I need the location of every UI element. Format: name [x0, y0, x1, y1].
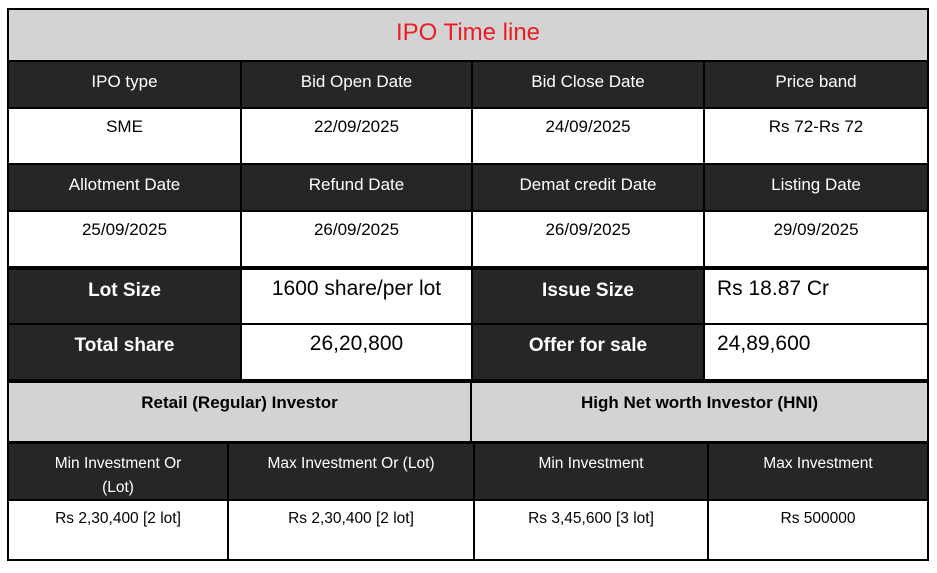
value-allotment-date: 25/09/2025	[9, 212, 240, 266]
value-bid-open-date: 22/09/2025	[240, 109, 471, 163]
label-issue-size: Issue Size	[471, 270, 703, 323]
header-bid-open-date: Bid Open Date	[240, 62, 471, 107]
group-retail-investor: Retail (Regular) Investor	[9, 383, 470, 441]
header-demat-credit-date: Demat credit Date	[471, 165, 703, 210]
value-total-share: 26,20,800	[240, 325, 471, 379]
value-ipo-type: SME	[9, 109, 240, 163]
label-lot-size: Lot Size	[9, 270, 240, 323]
value-offer-for-sale: 24,89,600	[703, 325, 927, 379]
value-issue-size: Rs 18.87 Cr	[703, 270, 927, 323]
section2-value-row: 25/09/2025 26/09/2025 26/09/2025 29/09/2…	[9, 212, 927, 270]
label-total-share: Total share	[9, 325, 240, 379]
group-hni-investor: High Net worth Investor (HNI)	[470, 383, 927, 441]
label-offer-for-sale: Offer for sale	[471, 325, 703, 379]
value-lot-size: 1600 share/per lot	[240, 270, 471, 323]
value-retail-min-investment: Rs 2,30,400 [2 lot]	[9, 501, 227, 559]
section1-value-row: SME 22/09/2025 24/09/2025 Rs 72-Rs 72	[9, 109, 927, 165]
value-price-band: Rs 72-Rs 72	[703, 109, 927, 163]
stats-row-1: Lot Size 1600 share/per lot Issue Size R…	[9, 270, 927, 325]
header-retail-min-investment-label: Min Investment Or (Lot)	[54, 455, 182, 496]
stats-row-2: Total share 26,20,800 Offer for sale 24,…	[9, 325, 927, 383]
header-hni-min-investment: Min Investment	[473, 444, 707, 499]
investor-group-row: Retail (Regular) Investor High Net worth…	[9, 383, 927, 444]
table-title: IPO Time line	[9, 10, 927, 62]
value-hni-min-investment: Rs 3,45,600 [3 lot]	[473, 501, 707, 559]
header-bid-close-date: Bid Close Date	[471, 62, 703, 107]
value-refund-date: 26/09/2025	[240, 212, 471, 266]
header-retail-min-investment: Min Investment Or (Lot)	[9, 444, 227, 499]
value-hni-max-investment: Rs 500000	[707, 501, 927, 559]
investment-header-row: Min Investment Or (Lot) Max Investment O…	[9, 444, 927, 501]
value-listing-date: 29/09/2025	[703, 212, 927, 266]
header-price-band: Price band	[703, 62, 927, 107]
header-retail-max-investment: Max Investment Or (Lot)	[227, 444, 473, 499]
ipo-timeline-table: IPO Time line IPO type Bid Open Date Bid…	[7, 8, 929, 561]
header-listing-date: Listing Date	[703, 165, 927, 210]
header-hni-max-investment: Max Investment	[707, 444, 927, 499]
header-refund-date: Refund Date	[240, 165, 471, 210]
value-retail-max-investment: Rs 2,30,400 [2 lot]	[227, 501, 473, 559]
section1-header-row: IPO type Bid Open Date Bid Close Date Pr…	[9, 62, 927, 109]
header-allotment-date: Allotment Date	[9, 165, 240, 210]
investment-value-row: Rs 2,30,400 [2 lot] Rs 2,30,400 [2 lot] …	[9, 501, 927, 559]
value-bid-close-date: 24/09/2025	[471, 109, 703, 163]
header-ipo-type: IPO type	[9, 62, 240, 107]
value-demat-credit-date: 26/09/2025	[471, 212, 703, 266]
section2-header-row: Allotment Date Refund Date Demat credit …	[9, 165, 927, 212]
